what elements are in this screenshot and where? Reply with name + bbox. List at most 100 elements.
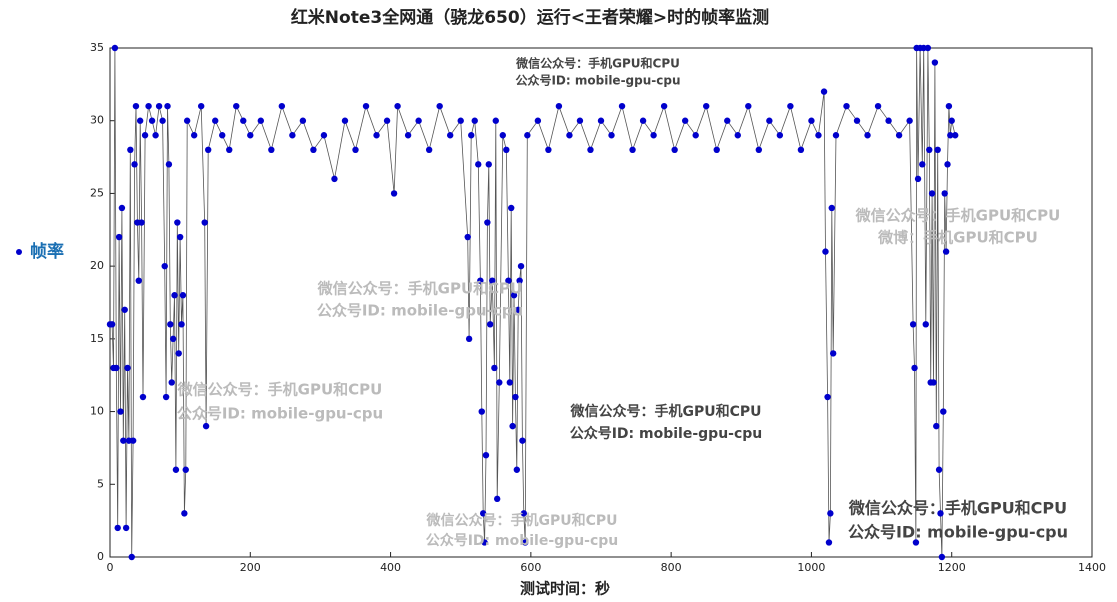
watermark: 微博：手机GPU和CPU bbox=[877, 229, 1038, 247]
data-point bbox=[912, 539, 920, 546]
data-point bbox=[128, 553, 135, 561]
data-point bbox=[827, 510, 834, 517]
data-point bbox=[268, 146, 275, 153]
data-point bbox=[124, 364, 131, 372]
data-point bbox=[233, 102, 240, 110]
x-axis-label: 测试时间：秒 bbox=[520, 580, 610, 598]
data-point bbox=[808, 117, 815, 124]
data-point bbox=[843, 102, 850, 110]
data-point bbox=[911, 364, 918, 372]
watermark: 公众号ID: mobile-gpu-cpu bbox=[317, 302, 523, 320]
watermark: 公众号ID: mobile-gpu-cpu bbox=[848, 523, 1068, 542]
data-point bbox=[331, 175, 338, 183]
data-point bbox=[168, 379, 175, 386]
data-point bbox=[478, 408, 485, 415]
y-tick-label: 10 bbox=[90, 405, 104, 418]
watermark: 微信公众号：手机GPU和CPU bbox=[177, 381, 383, 399]
x-tick-label: 1000 bbox=[797, 561, 825, 574]
data-point bbox=[576, 117, 584, 124]
data-point bbox=[362, 102, 370, 110]
data-point bbox=[171, 292, 178, 299]
data-point bbox=[175, 350, 182, 357]
data-point bbox=[942, 248, 950, 255]
data-point bbox=[179, 292, 187, 299]
data-point bbox=[941, 190, 948, 197]
data-point bbox=[489, 277, 496, 284]
data-point bbox=[181, 510, 188, 517]
data-point bbox=[534, 117, 542, 124]
data-point bbox=[190, 132, 198, 139]
data-point bbox=[482, 452, 490, 459]
data-point bbox=[692, 132, 699, 139]
y-tick-label: 15 bbox=[90, 332, 104, 345]
data-point bbox=[948, 117, 955, 124]
data-point bbox=[383, 117, 391, 124]
data-point bbox=[520, 510, 528, 517]
y-tick-label: 0 bbox=[97, 550, 104, 563]
data-point bbox=[524, 132, 531, 139]
data-point bbox=[205, 146, 212, 153]
data-point bbox=[919, 161, 926, 168]
data-point bbox=[496, 379, 503, 386]
data-point bbox=[874, 102, 882, 110]
data-point bbox=[240, 117, 247, 124]
watermark: 微信公众号：手机GPU和CPU bbox=[848, 499, 1067, 518]
data-point bbox=[928, 190, 936, 197]
data-point bbox=[148, 117, 156, 124]
data-point bbox=[947, 132, 954, 139]
data-point bbox=[937, 510, 944, 517]
data-point bbox=[136, 117, 144, 124]
data-point bbox=[508, 204, 515, 212]
data-point bbox=[446, 132, 454, 139]
watermark: 微信公众号：手机GPU和CPU bbox=[855, 207, 1061, 225]
data-point bbox=[766, 117, 773, 124]
y-tick-label: 25 bbox=[90, 186, 104, 199]
data-point bbox=[108, 321, 116, 328]
data-point bbox=[373, 132, 380, 139]
data-point bbox=[197, 102, 205, 110]
data-point bbox=[117, 408, 124, 415]
y-tick-label: 5 bbox=[97, 477, 104, 490]
data-point bbox=[167, 321, 174, 328]
data-point bbox=[587, 146, 594, 153]
data-point bbox=[944, 161, 951, 168]
data-point bbox=[934, 146, 941, 153]
data-point bbox=[660, 102, 668, 110]
data-point bbox=[257, 117, 265, 124]
data-point bbox=[138, 219, 145, 226]
data-point bbox=[464, 233, 471, 241]
data-point bbox=[555, 102, 563, 110]
data-point bbox=[183, 117, 191, 124]
data-point bbox=[755, 146, 763, 153]
data-point bbox=[457, 117, 464, 124]
data-point bbox=[485, 161, 492, 168]
data-point bbox=[115, 233, 123, 241]
watermark: 微信公众号：手机GPU和CPU bbox=[515, 56, 680, 71]
data-point bbox=[120, 437, 127, 444]
x-tick-label: 600 bbox=[520, 561, 541, 574]
data-point bbox=[650, 132, 657, 139]
x-tick-label: 400 bbox=[380, 561, 401, 574]
y-tick-label: 30 bbox=[90, 114, 104, 127]
data-point bbox=[513, 466, 521, 473]
data-point bbox=[219, 132, 226, 139]
data-point bbox=[475, 161, 482, 168]
data-point bbox=[506, 379, 514, 386]
data-point bbox=[713, 146, 720, 153]
data-point bbox=[922, 321, 929, 328]
data-point bbox=[492, 117, 499, 124]
x-tick-label: 1400 bbox=[1078, 561, 1106, 574]
watermark: 公众号ID: mobile-gpu-cpu bbox=[426, 532, 619, 549]
data-point bbox=[118, 204, 126, 212]
plot-frame bbox=[109, 47, 1093, 558]
data-point bbox=[390, 190, 398, 197]
data-point bbox=[164, 102, 171, 110]
data-point bbox=[481, 539, 488, 546]
data-point bbox=[515, 306, 522, 313]
data-point bbox=[121, 306, 128, 313]
watermark: 微信公众号：手机GPU和CPU bbox=[317, 280, 523, 298]
data-point bbox=[182, 466, 189, 473]
data-point bbox=[499, 132, 506, 139]
data-point bbox=[212, 117, 219, 124]
